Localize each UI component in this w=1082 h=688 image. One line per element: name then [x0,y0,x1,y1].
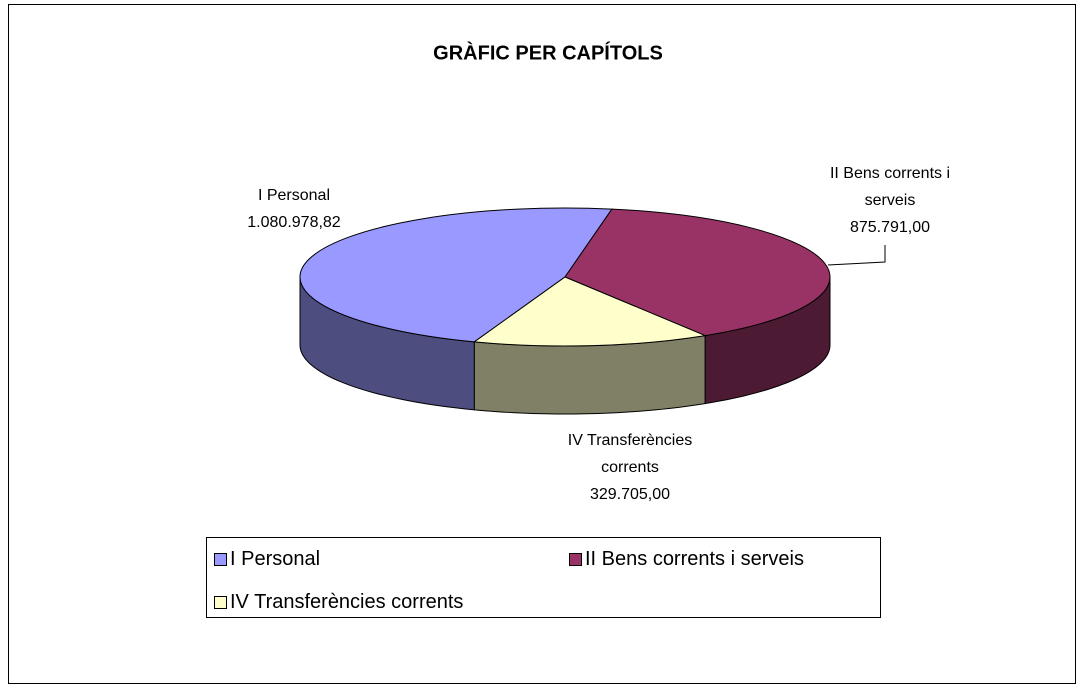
label-value: 1.080.978,82 [247,214,341,231]
leader-line [827,245,886,266]
data-label: II Bens corrents i serveis 875.791,00 [800,160,980,241]
label-name: II Bens corrents i serveis [829,165,951,209]
label-name: IV Transferències corrents [567,432,693,476]
legend-label: II Bens corrents i serveis [585,548,804,570]
legend-item: I Personal [214,548,320,571]
legend-label: I Personal [230,548,321,570]
chart-title: GRÀFIC PER CAPÍTOLS [433,41,663,64]
pie [299,207,831,415]
legend-item: IV Transferències corrents [214,591,463,614]
data-label: IV Transferències corrents 329.705,00 [540,427,720,508]
data-label: I Personal 1.080.978,82 [214,182,374,236]
legend-swatch [569,553,582,566]
legend-box [206,537,881,618]
slice [299,207,613,343]
legend-swatch [214,553,227,566]
label-value: 329.705,00 [589,486,671,503]
legend-swatch [214,596,227,609]
slice [472,276,707,347]
legend-label: IV Transferències corrents [230,591,464,613]
legend-item: II Bens corrents i serveis [569,548,804,571]
slice [564,208,831,337]
slice-side [473,334,706,415]
label-value: 875.791,00 [849,219,931,236]
label-name: I Personal [257,187,331,204]
